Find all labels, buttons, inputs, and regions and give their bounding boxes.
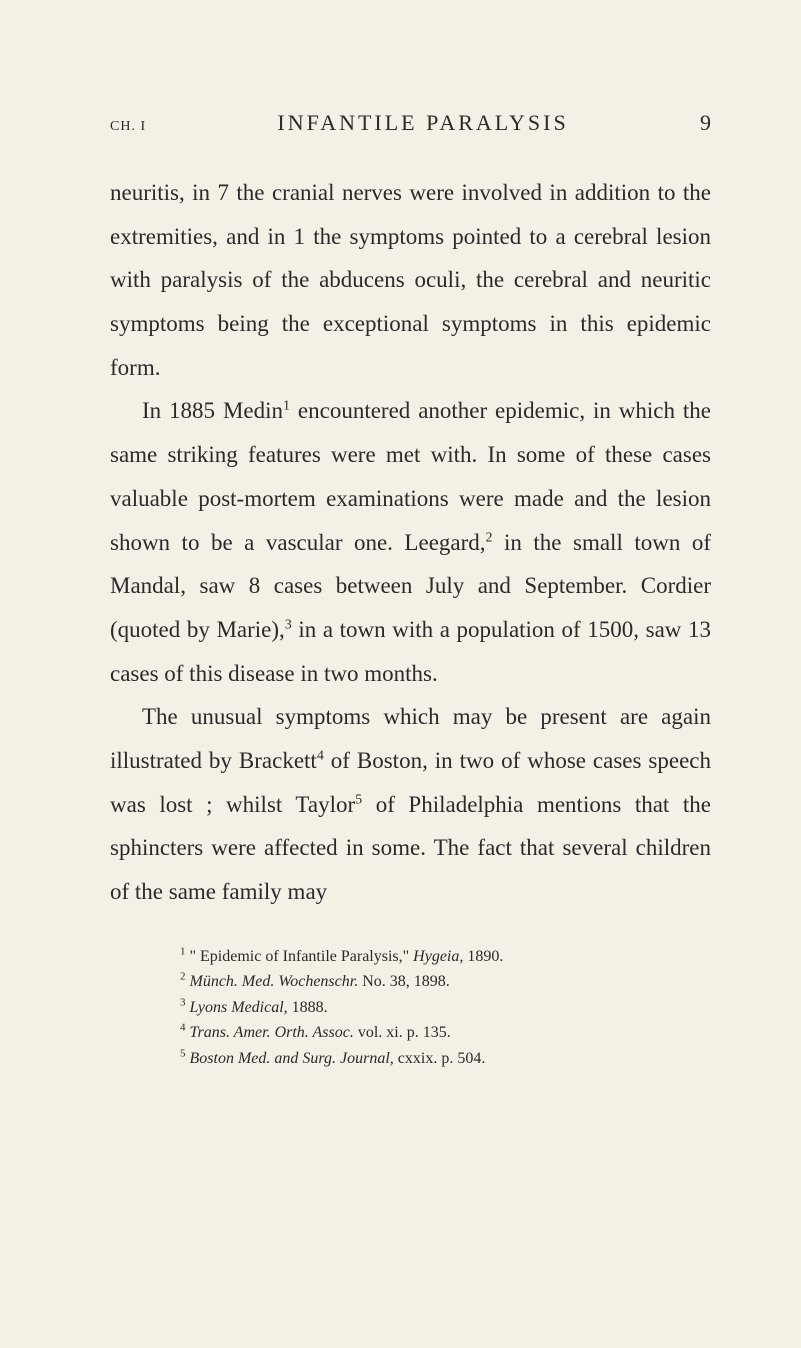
footnote-1: 1 " Epidemic of Infantile Paralysis," Hy… [180,944,711,970]
footnote-marker: 3 [180,997,186,1009]
running-title: INFANTILE PARALYSIS [146,110,700,136]
body-text: neuritis, in 7 the cranial nerves were i… [110,171,711,914]
footnote-3: 3 Lyons Medical, 1888. [180,995,711,1021]
text-span: 1888. [288,999,328,1016]
page-number: 9 [700,110,711,136]
citation-italic: Münch. Med. Wochenschr. [190,973,359,990]
paragraph-3: The unusual symptoms which may be presen… [110,695,711,913]
citation-italic: Trans. Amer. Orth. Assoc. [190,1024,354,1041]
text-span: In 1885 Medin [142,398,283,423]
text-span: No. 38, 1898. [358,973,450,990]
footnotes: 1 " Epidemic of Infantile Paralysis," Hy… [110,944,711,1072]
footnote-marker: 4 [180,1022,186,1034]
paragraph-1: neuritis, in 7 the cranial nerves were i… [110,171,711,389]
footnote-ref-3: 3 [285,617,292,632]
footnote-ref-2: 2 [486,530,493,545]
paragraph-2: In 1885 Medin1 encountered another epide… [110,389,711,695]
footnote-ref-4: 4 [317,748,324,763]
citation-italic: Lyons Medical, [190,999,288,1016]
chapter-marker: CH. I [110,119,146,135]
page-header: CH. I INFANTILE PARALYSIS 9 [110,110,711,136]
footnote-marker: 5 [180,1048,186,1060]
text-span: " Epidemic of Infantile Paralysis," [186,948,414,965]
citation-italic: Boston Med. and Surg. Journal, [190,1050,394,1067]
footnote-marker: 2 [180,971,186,983]
footnote-4: 4 Trans. Amer. Orth. Assoc. vol. xi. p. … [180,1020,711,1046]
text-span: cxxix. p. 504. [394,1050,486,1067]
text-span: vol. xi. p. 135. [354,1024,451,1041]
footnote-2: 2 Münch. Med. Wochenschr. No. 38, 1898. [180,969,711,995]
footnote-5: 5 Boston Med. and Surg. Journal, cxxix. … [180,1046,711,1072]
citation-italic: Hygeia, [413,948,463,965]
footnote-ref-1: 1 [283,399,290,414]
text-span: 1890. [463,948,503,965]
